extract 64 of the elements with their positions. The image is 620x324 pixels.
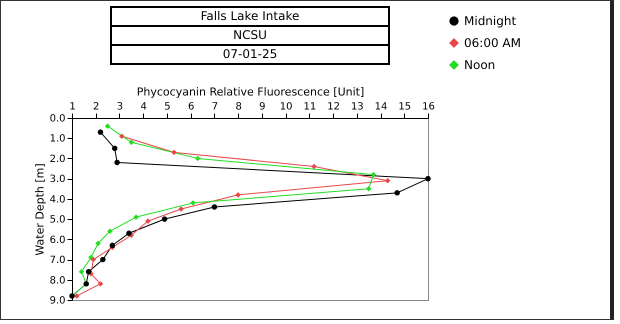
x-tick-label: 12 bbox=[327, 102, 340, 112]
point bbox=[178, 206, 184, 212]
point bbox=[98, 129, 104, 135]
y-tick-label: 8.0 bbox=[50, 275, 66, 286]
chart-title: Falls Lake Intake bbox=[110, 6, 390, 27]
point bbox=[370, 172, 376, 178]
point bbox=[235, 192, 241, 198]
point bbox=[126, 230, 132, 236]
y-tick-label: 7.0 bbox=[50, 255, 66, 266]
x-tick-label: 1 bbox=[69, 102, 76, 112]
point bbox=[394, 190, 400, 196]
y-tick-label: 9.0 bbox=[50, 296, 66, 306]
y-tick-label: 6.0 bbox=[50, 234, 66, 246]
point bbox=[384, 178, 390, 184]
point bbox=[98, 281, 104, 287]
point bbox=[128, 140, 134, 146]
point bbox=[104, 123, 110, 129]
point bbox=[86, 268, 92, 274]
point bbox=[95, 240, 101, 246]
point bbox=[162, 216, 168, 222]
point bbox=[100, 256, 106, 262]
legend-label: 06:00 AM bbox=[464, 36, 521, 50]
x-axis-title: Phycocyanin Relative Fluorescence [Unit] bbox=[136, 86, 364, 98]
y-axis-title: Water Depth [m] bbox=[34, 163, 47, 256]
x-tick-label: 10 bbox=[280, 102, 292, 112]
point bbox=[107, 228, 113, 234]
x-tick-label: 2 bbox=[93, 102, 100, 112]
point bbox=[425, 176, 431, 182]
x-tick-label: 15 bbox=[398, 102, 412, 112]
point bbox=[171, 150, 177, 156]
point bbox=[112, 146, 118, 152]
point bbox=[145, 218, 151, 224]
x-tick-label: 6 bbox=[188, 102, 194, 112]
x-tick-label: 9 bbox=[259, 102, 266, 112]
point bbox=[133, 214, 139, 220]
x-tick-label: 11 bbox=[303, 102, 316, 112]
x-tick-label: 8 bbox=[235, 102, 242, 112]
point bbox=[311, 164, 317, 170]
point bbox=[74, 293, 80, 299]
point bbox=[114, 160, 120, 166]
point bbox=[90, 256, 96, 262]
legend-label: Midnight bbox=[464, 14, 516, 28]
x-tick-label: 14 bbox=[374, 102, 388, 112]
point bbox=[78, 268, 84, 274]
point bbox=[366, 186, 372, 192]
x-tick-label: 4 bbox=[140, 102, 147, 112]
chart-subtitle: NCSU bbox=[110, 25, 390, 46]
point bbox=[119, 133, 125, 139]
x-tick-label: 13 bbox=[350, 102, 364, 112]
y-tick-label: 4.0 bbox=[50, 194, 66, 206]
point bbox=[212, 204, 218, 210]
x-tick-label: 5 bbox=[164, 102, 171, 112]
text: 07-01-25 bbox=[110, 44, 390, 65]
y-tick-label: 3.0 bbox=[50, 174, 66, 186]
x-tick-label: 16 bbox=[422, 102, 435, 112]
x-tick-label: 3 bbox=[116, 102, 124, 112]
y-tick-label: 1.0 bbox=[50, 134, 66, 145]
legend-label: Noon bbox=[464, 58, 496, 72]
y-tick-label: 0.0 bbox=[50, 114, 66, 124]
x-tick-label: 7 bbox=[212, 102, 218, 112]
y-tick-label: 5.0 bbox=[50, 214, 66, 226]
point bbox=[195, 156, 201, 162]
point bbox=[190, 200, 196, 206]
y-tick-label: 2.0 bbox=[50, 154, 66, 165]
